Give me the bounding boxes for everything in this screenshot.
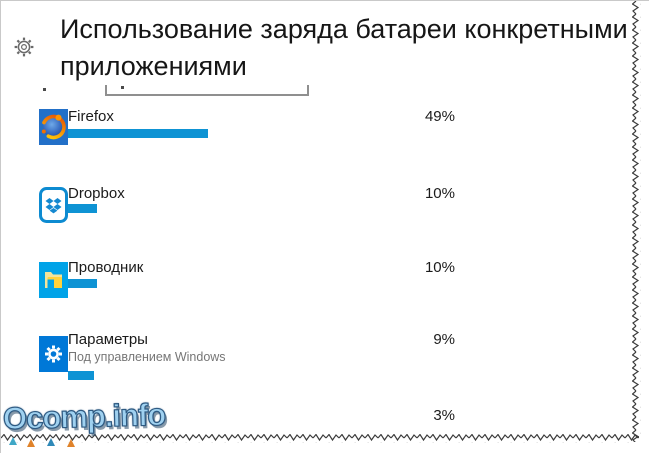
usage-bar xyxy=(68,204,97,213)
usage-percent: 3% xyxy=(433,407,455,424)
watermark-fragment xyxy=(47,438,55,446)
watermark-fragment xyxy=(27,439,35,447)
settings-gear-icon xyxy=(14,37,34,57)
app-row-dropbox[interactable]: Dropbox 10% xyxy=(1,185,641,225)
app-row-explorer[interactable]: Проводник 10% xyxy=(1,259,641,299)
app-name: Firefox xyxy=(68,108,114,125)
usage-percent: 9% xyxy=(433,331,455,348)
dropbox-icon xyxy=(39,187,68,223)
text-fragment-dot xyxy=(121,86,124,89)
settings-app-icon xyxy=(39,336,68,372)
app-name: Проводник xyxy=(68,259,144,276)
app-row-partial[interactable]: 3% xyxy=(1,407,641,437)
usage-percent: 10% xyxy=(424,185,455,202)
watermark-fragment xyxy=(9,437,17,445)
ocomp-watermark: Ocomp.info xyxy=(2,396,166,437)
usage-bar xyxy=(68,371,94,380)
usage-percent: 10% xyxy=(424,259,455,276)
usage-bar xyxy=(68,129,209,138)
app-row-settings[interactable]: Параметры Под управлением Windows 9% xyxy=(1,331,641,389)
page-title: Использование заряда батареи конкретными… xyxy=(60,14,628,81)
usage-percent: 49% xyxy=(424,108,455,125)
app-name: Dropbox xyxy=(68,185,125,202)
time-filter-dropdown-partial[interactable] xyxy=(105,85,309,96)
usage-bar xyxy=(68,279,97,288)
app-name: Параметры xyxy=(68,331,148,348)
managed-by-windows-label: Под управлением Windows xyxy=(68,350,226,364)
firefox-icon xyxy=(39,109,68,145)
watermark-fragment xyxy=(67,439,75,447)
text-fragment-dot xyxy=(43,88,46,91)
file-explorer-icon xyxy=(39,262,68,298)
app-row-firefox[interactable]: Firefox 49% xyxy=(1,108,641,148)
